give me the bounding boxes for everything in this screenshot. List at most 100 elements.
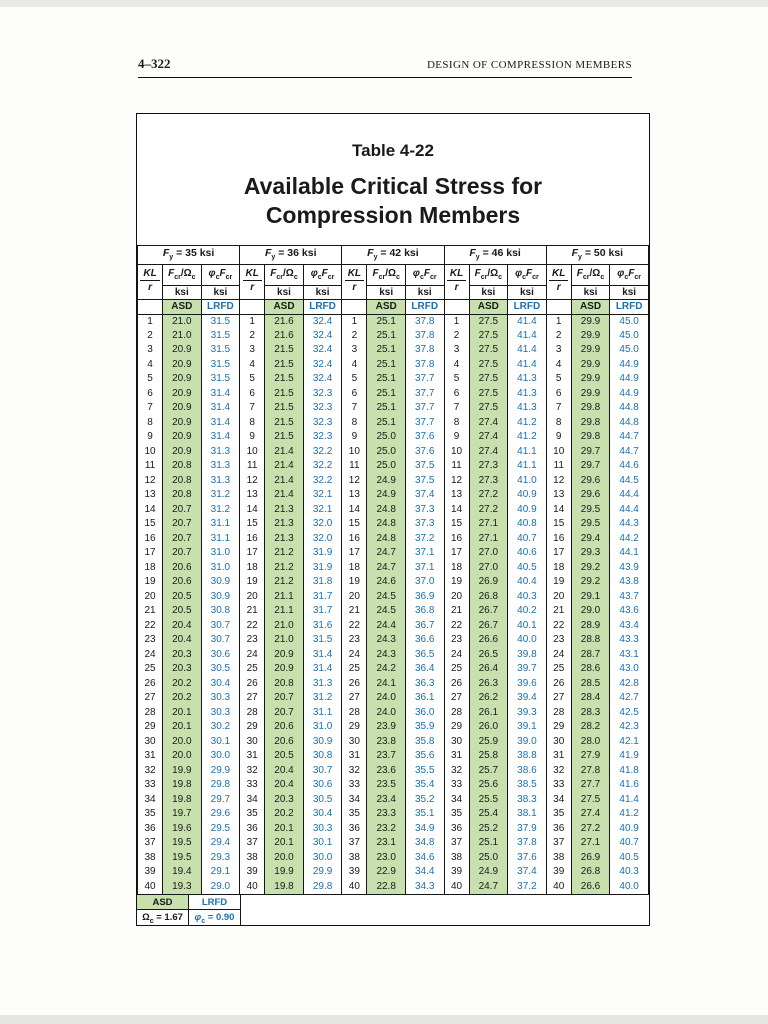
fy-group-header: Fy = 50 ksi <box>545 244 650 265</box>
kl-value: 31 <box>545 749 572 764</box>
asd-value: 27.4 <box>469 430 509 445</box>
kl-value: 40 <box>545 879 572 894</box>
kl-value: 11 <box>545 459 572 474</box>
asd-value: 29.2 <box>571 575 611 590</box>
lrfd-value: 30.3 <box>201 705 241 720</box>
asd-value: 25.7 <box>469 763 509 778</box>
kl-value: 21 <box>136 604 164 619</box>
lrfd-value: 31.1 <box>303 705 343 720</box>
unit-row: ksi ksi ksi ksi ksi ksi ksi ksi ksi ksi <box>138 284 649 300</box>
asd-value: 23.3 <box>366 807 406 822</box>
lrfd-value: 42.8 <box>609 676 649 691</box>
lrfd-value: 31.5 <box>201 372 241 387</box>
kl-value: 19 <box>341 575 368 590</box>
lrfd-value: 37.1 <box>405 560 445 575</box>
kl-value: 33 <box>443 778 470 793</box>
lrfd-value: 43.1 <box>609 647 649 662</box>
kl-value: 4 <box>239 357 266 372</box>
lrfd-value: 32.2 <box>303 444 343 459</box>
asd-value: 20.3 <box>162 662 202 677</box>
lrfd-formula-header: φcFcr <box>302 263 343 286</box>
kl-value: 2 <box>545 328 572 343</box>
table-row: 14 20.7 31.2 14 21.3 32.1 14 24.8 37.3 14 27.2 40.9… <box>136 502 649 517</box>
lrfd-value: 29.0 <box>201 879 241 894</box>
asd-value: 20.9 <box>264 662 304 677</box>
kl-value: 8 <box>545 415 572 430</box>
lrfd-value: 41.4 <box>507 357 547 372</box>
kl-value: 8 <box>239 415 266 430</box>
lrfd-value: 32.0 <box>303 517 343 532</box>
lrfd-value: 37.7 <box>405 415 445 430</box>
asd-value: 29.9 <box>571 343 611 358</box>
lrfd-value: 38.1 <box>507 807 547 822</box>
lrfd-value: 30.3 <box>303 821 343 836</box>
table-row: 16 20.7 31.1 16 21.3 32.0 16 24.8 37.2 16 27.1 40.7… <box>136 531 649 546</box>
kl-value: 23 <box>443 633 470 648</box>
table-row: 2 21.0 31.5 2 21.6 32.4 2 25.1 37.8 2 27.5 41.4 2 29.… <box>136 328 649 343</box>
table-box: Table 4-22 Available Critical Stress for… <box>136 113 650 926</box>
asd-value: 27.5 <box>469 314 509 329</box>
asd-value: 20.8 <box>162 488 202 503</box>
lrfd-value: 38.8 <box>507 749 547 764</box>
kl-value: 19 <box>545 575 572 590</box>
lrfd-value: 40.9 <box>609 821 649 836</box>
lrfd-value: 37.7 <box>405 386 445 401</box>
lrfd-value: 29.5 <box>201 821 241 836</box>
table-row: 31 20.0 30.0 31 20.5 30.8 31 23.7 35.6 31 25.8 38.8… <box>136 749 649 764</box>
kl-value: 6 <box>136 386 164 401</box>
kl-value: 5 <box>341 372 368 387</box>
asd-value: 24.8 <box>366 502 406 517</box>
asd-value: 20.4 <box>264 763 304 778</box>
asd-value: 27.5 <box>469 401 509 416</box>
table-row: 20 20.5 30.9 20 21.1 31.7 20 24.5 36.9 20 26.8 40.3… <box>136 589 649 604</box>
kl-value: 17 <box>341 546 368 561</box>
lrfd-value: 42.7 <box>609 691 649 706</box>
kl-value: 35 <box>136 807 164 822</box>
kl-value: 33 <box>341 778 368 793</box>
kl-value: 5 <box>239 372 266 387</box>
asd-value: 27.1 <box>469 517 509 532</box>
table-row: 9 20.9 31.4 9 21.5 32.3 9 25.0 37.6 9 27.4 41.2 9 29.… <box>136 430 649 445</box>
kl-value: 11 <box>239 459 266 474</box>
lrfd-value: 30.4 <box>201 676 241 691</box>
asd-value: 29.8 <box>571 430 611 445</box>
table-row: 35 19.7 29.6 35 20.2 30.4 35 23.3 35.1 35 25.4 38.1… <box>136 807 649 822</box>
asd-value: 21.2 <box>264 575 304 590</box>
lrfd-value: 44.8 <box>609 415 649 430</box>
asd-value: 28.0 <box>571 734 611 749</box>
asd-value: 29.0 <box>571 604 611 619</box>
kl-value: 2 <box>136 328 164 343</box>
kl-value: 38 <box>545 850 572 865</box>
asd-value: 20.7 <box>264 705 304 720</box>
table-row: 21 20.5 30.8 21 21.1 31.7 21 24.5 36.8 21 26.7 40.2… <box>136 604 649 619</box>
asd-value: 27.1 <box>571 836 611 851</box>
lrfd-value: 40.7 <box>609 836 649 851</box>
lrfd-value: 31.0 <box>303 720 343 735</box>
table-row: 23 20.4 30.7 23 21.0 31.5 23 24.3 36.6 23 26.6 40.0… <box>136 633 649 648</box>
asd-unit-label: ksi <box>162 284 202 300</box>
asd-value: 20.3 <box>162 647 202 662</box>
asd-value: 27.8 <box>571 763 611 778</box>
lrfd-value: 40.5 <box>609 850 649 865</box>
kl-value: 40 <box>136 879 164 894</box>
kl-value: 7 <box>239 401 266 416</box>
kl-value: 8 <box>443 415 470 430</box>
fy-group-header: Fy = 46 ksi <box>443 244 547 265</box>
kl-value: 22 <box>239 618 266 633</box>
table-row: 28 20.1 30.3 28 20.7 31.1 28 24.0 36.0 28 26.1 39.3… <box>136 705 649 720</box>
kl-value: 9 <box>341 430 368 445</box>
kl-value: 39 <box>341 865 368 880</box>
lrfd-value: 39.8 <box>507 647 547 662</box>
asd-value: 29.8 <box>571 401 611 416</box>
table-title-block: Table 4-22 Available Critical Stress for… <box>137 114 649 245</box>
lrfd-value: 31.6 <box>303 618 343 633</box>
footnote-omega-value: Ωc = 1.67 <box>137 909 189 925</box>
asd-value: 20.6 <box>162 575 202 590</box>
lrfd-value: 43.0 <box>609 662 649 677</box>
lrfd-value: 31.1 <box>201 517 241 532</box>
kl-value: 16 <box>341 531 368 546</box>
kl-value: 30 <box>443 734 470 749</box>
lrfd-value: 41.3 <box>507 386 547 401</box>
asd-value: 29.7 <box>571 444 611 459</box>
lrfd-value: 30.6 <box>201 647 241 662</box>
